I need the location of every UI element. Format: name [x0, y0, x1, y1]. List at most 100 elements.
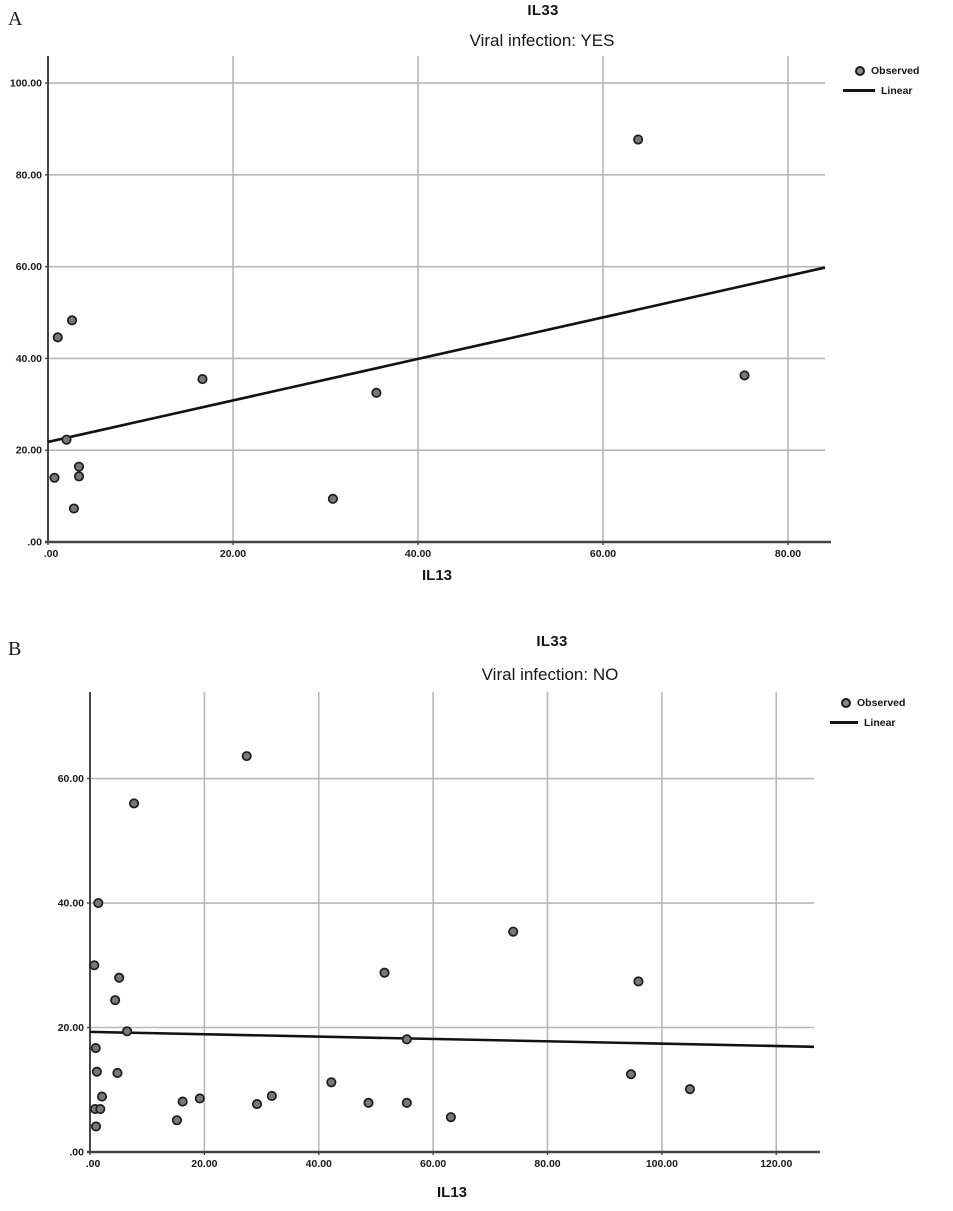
legend-item-observed: Observed: [830, 696, 906, 709]
data-point: [73, 461, 85, 472]
data-point: [177, 1096, 188, 1107]
data-point: [171, 1115, 182, 1126]
chart-b-subtitle: Viral infection: NO: [481, 665, 619, 684]
data-point: [401, 1034, 412, 1045]
legend-observed-label: Observed: [857, 696, 906, 709]
chart-a-xaxis-title: IL13: [421, 567, 453, 584]
data-point: [633, 976, 644, 987]
data-point: [114, 972, 125, 983]
panel-b-label: B: [8, 638, 22, 660]
x-tick-label: 40.00: [306, 1158, 332, 1170]
x-tick-label: 80.00: [534, 1158, 560, 1170]
data-point: [93, 897, 104, 909]
data-point: [73, 471, 85, 482]
x-tick-label: 80.00: [775, 548, 801, 560]
data-point: [91, 1066, 102, 1077]
data-point: [508, 926, 519, 937]
panel-a-label: A: [8, 8, 23, 30]
linear-fit-line: [89, 1030, 815, 1049]
y-tick-label: 40.00: [58, 898, 84, 910]
data-point: [96, 1091, 108, 1102]
data-point: [401, 1097, 412, 1108]
data-point: [67, 315, 78, 326]
y-tick-label: 100.00: [10, 78, 42, 90]
data-point: [90, 1042, 101, 1054]
data-point: [68, 503, 79, 514]
observed-point-icon: [855, 65, 865, 76]
chart-b-legend: Observed Linear: [830, 696, 906, 729]
legend-item-observed: Observed: [843, 64, 920, 77]
data-point: [684, 1084, 695, 1095]
scatter-plot-a: .00 20.00 40.00 60.00 80.00 .00 20.00 40.00 60.0…: [10, 56, 831, 560]
axes: [87, 692, 820, 1154]
y-tick-label: 60.00: [58, 773, 84, 785]
observed-points: [89, 751, 695, 1132]
tick-labels: .00 20.00 40.00 60.00 80.00 .00 20.00 40.00 60.0…: [10, 78, 801, 560]
data-point: [128, 798, 140, 809]
y-tick-label: 60.00: [16, 261, 42, 273]
legend-item-linear: Linear: [830, 716, 905, 729]
data-point: [326, 1077, 337, 1088]
gridlines: [48, 56, 825, 542]
linear-fit-line: [47, 266, 826, 444]
x-tick-label: 40.00: [405, 548, 431, 560]
chart-a-title: IL33: [527, 2, 559, 19]
y-tick-label: .00: [27, 537, 42, 549]
data-point: [122, 1026, 133, 1037]
legend-item-linear: Linear: [843, 84, 919, 97]
linear-line-icon: [843, 89, 875, 92]
data-point: [625, 1069, 637, 1080]
y-tick-label: 80.00: [16, 169, 42, 181]
data-point: [251, 1099, 263, 1110]
scatter-plot-b: .00 20.00 40.00 60.00 80.00 100.00 120.00 .00 20…: [58, 692, 820, 1170]
x-tick-label: 120.00: [760, 1158, 792, 1170]
data-point: [739, 370, 750, 381]
data-point: [89, 960, 100, 971]
chart-a-legend: Observed Linear: [843, 64, 920, 97]
data-point: [241, 751, 252, 762]
data-point: [266, 1090, 277, 1102]
data-point: [112, 1067, 123, 1078]
y-tick-label: 20.00: [58, 1022, 84, 1034]
x-tick-label: 60.00: [420, 1158, 446, 1170]
data-point: [197, 374, 208, 385]
x-tick-label: 60.00: [590, 548, 616, 560]
data-point: [52, 332, 63, 343]
legend-linear-label: Linear: [881, 84, 913, 97]
gridlines: [90, 692, 814, 1152]
tick-marks: [45, 82, 789, 545]
data-point: [49, 472, 60, 483]
data-point: [379, 967, 390, 978]
legend-linear-label: Linear: [864, 716, 896, 729]
chart-b-title: IL33: [536, 633, 568, 650]
x-tick-label: 20.00: [191, 1158, 217, 1170]
x-tick-label: 20.00: [220, 548, 246, 560]
x-tick-label: .00: [86, 1158, 101, 1170]
observed-points: [49, 134, 750, 514]
axes: [45, 56, 831, 544]
x-tick-label: .00: [44, 548, 59, 560]
data-point: [194, 1093, 205, 1104]
y-tick-label: 40.00: [16, 353, 42, 365]
chart-a-subtitle: Viral infection: YES: [469, 31, 615, 50]
chart-b-xaxis-title: IL13: [436, 1184, 468, 1201]
data-point: [371, 387, 382, 398]
data-point: [633, 134, 644, 145]
tick-labels: .00 20.00 40.00 60.00 80.00 100.00 120.00 .00 20…: [58, 773, 793, 1170]
tick-marks: [87, 777, 777, 1155]
data-point: [363, 1097, 374, 1108]
data-point: [90, 1121, 102, 1132]
data-point: [95, 1104, 106, 1115]
y-tick-label: .00: [69, 1147, 84, 1159]
data-point: [61, 434, 72, 445]
y-tick-label: 20.00: [16, 445, 42, 457]
linear-line-icon: [830, 721, 858, 724]
data-point: [110, 995, 121, 1006]
observed-point-icon: [841, 697, 851, 708]
data-point: [445, 1112, 456, 1123]
legend-observed-label: Observed: [871, 64, 920, 77]
data-point: [327, 493, 338, 504]
x-tick-label: 100.00: [646, 1158, 678, 1170]
